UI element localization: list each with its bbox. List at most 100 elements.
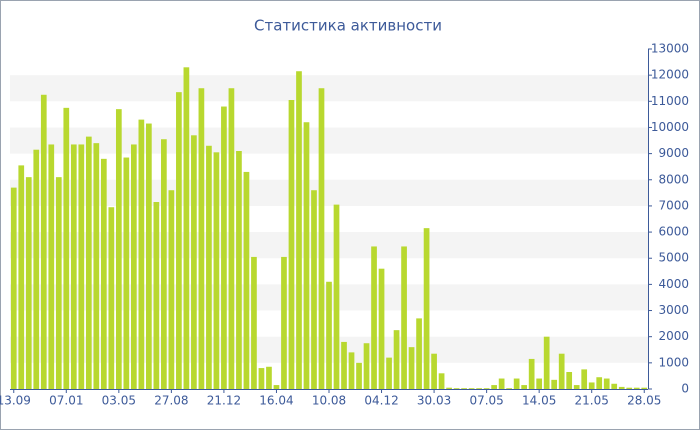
bar — [176, 92, 182, 390]
bar — [198, 88, 205, 389]
bar — [528, 358, 535, 389]
bar — [401, 246, 407, 389]
bar — [63, 107, 70, 389]
bar — [40, 94, 47, 390]
bar — [581, 369, 588, 389]
y-tick-label: 2000 — [658, 329, 689, 343]
bar — [273, 385, 280, 389]
bar — [603, 378, 610, 389]
bar — [348, 352, 355, 389]
bar — [393, 330, 400, 389]
bar — [115, 109, 122, 390]
bar — [18, 165, 25, 389]
x-tick-label: 03.05 — [102, 394, 136, 408]
x-tick-label: 04.12 — [364, 394, 398, 408]
bar — [378, 268, 385, 389]
bar — [93, 143, 100, 389]
bar — [468, 388, 475, 389]
bar — [191, 135, 197, 389]
bar — [461, 388, 467, 389]
bar — [341, 341, 347, 389]
bar — [70, 144, 77, 389]
bar — [356, 362, 362, 389]
bar — [476, 388, 482, 389]
bar — [423, 228, 430, 389]
bar — [258, 368, 265, 389]
x-tick-label: 14.05 — [522, 394, 556, 408]
bar — [100, 158, 107, 389]
bar — [146, 123, 152, 390]
bar — [573, 385, 580, 389]
grid-band — [10, 75, 648, 102]
x-tick-label: 30.03 — [417, 394, 451, 408]
grid-band — [10, 127, 648, 154]
bar — [78, 144, 85, 389]
y-tick-label: 1000 — [658, 355, 689, 369]
bar — [558, 353, 565, 389]
x-tick-label: 13.09 — [0, 394, 31, 408]
bar — [431, 353, 437, 389]
x-tick-label: 27.08 — [154, 394, 188, 408]
bar — [288, 100, 295, 389]
y-tick-label: 13000 — [651, 42, 689, 56]
bar — [25, 177, 32, 389]
bar — [206, 145, 212, 389]
bar — [123, 157, 130, 389]
bar — [521, 385, 528, 389]
bar — [183, 67, 190, 390]
bar — [611, 383, 618, 389]
bar — [543, 336, 550, 389]
bar — [296, 71, 302, 389]
x-tick-label: 16.04 — [259, 394, 293, 408]
bar — [408, 347, 415, 389]
x-tick-label: 10.08 — [312, 394, 346, 408]
bar — [491, 385, 497, 389]
bar — [318, 88, 325, 389]
x-tick-label: 21.05 — [575, 394, 609, 408]
bar — [446, 387, 452, 389]
bar — [153, 202, 160, 389]
bar — [498, 378, 505, 389]
chart-title: Статистика активности — [254, 17, 442, 35]
bar — [641, 387, 648, 389]
x-tick-label: 21.12 — [207, 394, 241, 408]
bar — [236, 151, 242, 389]
bar — [536, 378, 543, 389]
bar — [618, 386, 625, 389]
bar — [386, 357, 392, 389]
y-tick-label: 4000 — [658, 277, 689, 291]
bar — [326, 281, 332, 389]
bar — [438, 373, 445, 389]
y-tick-label: 10000 — [651, 120, 689, 134]
bar — [363, 343, 370, 389]
y-tick-label: 12000 — [651, 68, 689, 82]
bar — [371, 246, 377, 389]
bar — [453, 388, 460, 389]
x-tick-label: 07.01 — [49, 394, 83, 408]
bar — [33, 149, 40, 389]
bar — [55, 177, 62, 389]
x-tick-label: 07.05 — [469, 394, 503, 408]
bar — [596, 377, 603, 389]
bar — [588, 382, 595, 389]
bar — [243, 171, 250, 389]
bar — [213, 152, 220, 389]
bar — [483, 388, 490, 389]
y-tick-label: 9000 — [658, 146, 689, 160]
y-tick-label: 5000 — [658, 251, 689, 265]
y-tick-label: 0 — [681, 382, 689, 396]
bar — [416, 318, 422, 389]
bar — [168, 190, 175, 389]
bar — [311, 190, 317, 389]
bar — [251, 256, 257, 389]
bar — [506, 388, 512, 389]
y-tick-label: 7000 — [658, 198, 689, 212]
bar — [221, 106, 227, 390]
bar — [551, 379, 558, 389]
bar — [626, 387, 633, 389]
bar — [161, 139, 167, 389]
bar — [10, 187, 17, 389]
bar — [513, 378, 520, 389]
y-tick-label: 8000 — [658, 172, 689, 186]
